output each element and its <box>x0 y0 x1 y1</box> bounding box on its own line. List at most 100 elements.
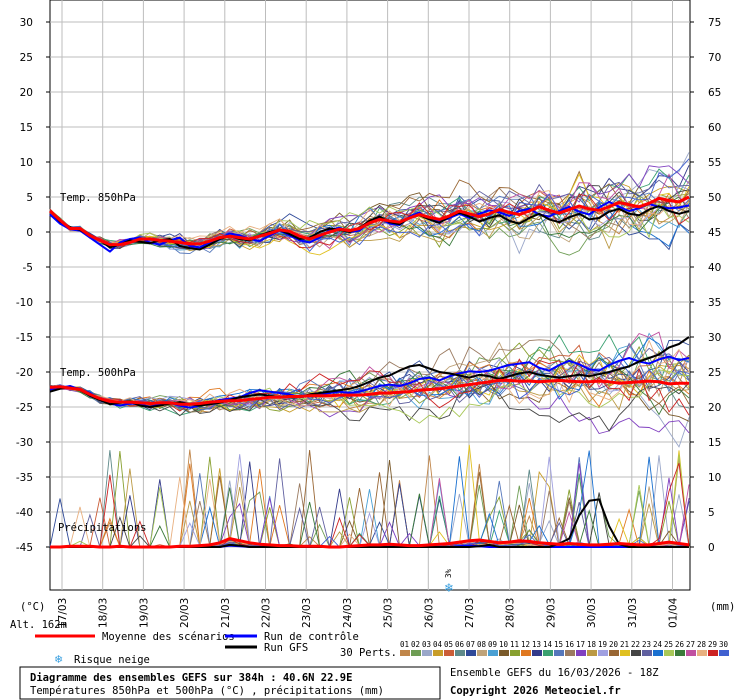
y-left-tick: 25 <box>20 52 33 64</box>
mean-t850-line <box>48 195 690 247</box>
legend-gfs-label: Run GFS <box>264 642 308 654</box>
mean-t500-line <box>49 378 689 406</box>
member-legend: 01 02 03 04 05 06 07 08 09 10 11 12 13 14 15 16 17 18 19 20… <box>400 640 729 656</box>
y-right-unit: (mm) <box>710 601 735 613</box>
x-date-label: 24/03 <box>342 598 354 628</box>
member-legend-number: 19 <box>598 640 607 649</box>
legend-perts-label: 30 Perts. <box>340 647 397 659</box>
member-t500-line <box>49 333 690 416</box>
y-left-tick: -20 <box>16 367 33 379</box>
x-date-label: 23/03 <box>301 598 313 628</box>
y-right-tick: 40 <box>708 262 721 274</box>
member-legend-swatch <box>686 650 696 656</box>
member-legend-number: 02 <box>411 640 420 649</box>
member-legend-swatch <box>598 650 608 656</box>
snowflake-legend-icon: ❄ <box>54 653 63 666</box>
member-legend-swatch <box>576 650 586 656</box>
y-left-tick: 10 <box>20 157 33 169</box>
x-date-label: 28/03 <box>505 598 517 628</box>
member-legend-swatch <box>400 650 410 656</box>
member-legend-number: 03 <box>422 640 431 649</box>
y-left-tick: 15 <box>20 122 33 134</box>
member-legend-number: 05 <box>444 640 453 649</box>
member-legend-number: 11 <box>510 640 519 649</box>
member-legend-swatch <box>477 650 487 656</box>
y-left-tick: -10 <box>16 297 33 309</box>
y-right-tick: 15 <box>708 437 721 449</box>
y-left-tick: -25 <box>16 402 33 414</box>
member-legend-number: 25 <box>664 640 673 649</box>
member-legend-number: 18 <box>587 640 597 649</box>
member-legend-swatch <box>543 650 553 656</box>
mean-precip-line <box>50 537 690 549</box>
ensemble-info: Ensemble GEFS du 16/03/2026 - 18Z <box>450 667 659 679</box>
member-legend-swatch <box>433 650 443 656</box>
y-left-tick: -35 <box>16 472 33 484</box>
member-legend-swatch <box>708 650 718 656</box>
x-date-label: 29/03 <box>545 598 557 628</box>
snow-risk-marker: ❄ 3% <box>444 568 454 595</box>
member-legend-swatch <box>411 650 421 656</box>
member-legend-swatch <box>554 650 564 656</box>
member-legend-number: 07 <box>466 640 475 649</box>
y-right-tick: 10 <box>708 472 721 484</box>
y-left-tick: -30 <box>16 437 33 449</box>
member-legend-number: 15 <box>554 640 563 649</box>
x-date-label: 26/03 <box>423 598 435 628</box>
info-box <box>19 666 441 700</box>
y-left-tick: 30 <box>20 17 33 29</box>
member-legend-number: 01 <box>400 640 409 649</box>
y-left-tick: 20 <box>20 87 33 99</box>
y-right-tick: 5 <box>708 507 715 519</box>
member-legend-number: 23 <box>642 640 651 649</box>
panel-label-t500: Temp. 500hPa <box>60 367 136 379</box>
member-legend-swatch <box>653 650 663 656</box>
x-date-label: 30/03 <box>586 598 598 628</box>
snow-risk-pct: 3% <box>444 568 453 578</box>
member-legend-number: 24 <box>653 640 663 649</box>
x-date-label: 27/03 <box>464 598 476 628</box>
y-axis-left: 30 25 20 15 10 5 0 -5 -10 -15 -20 -25 -30 -35 -40 -45 <box>16 17 50 554</box>
member-legend-swatch <box>499 650 509 656</box>
member-t850-line <box>49 158 690 253</box>
member-legend-swatch <box>675 650 685 656</box>
member-legend-swatch <box>422 650 432 656</box>
member-legend-number: 29 <box>708 640 717 649</box>
copyright: Copyright 2026 Meteociel.fr <box>450 685 621 697</box>
y-right-tick: 60 <box>708 122 721 134</box>
y-right-tick: 25 <box>708 367 721 379</box>
y-right-tick: 65 <box>708 87 721 99</box>
member-t850-line <box>49 201 690 247</box>
x-axis: 17/03 18/03 19/03 20/03 21/03 22/03 23/03 24/03… <box>57 597 680 628</box>
member-legend-swatch <box>521 650 531 656</box>
x-date-label: 19/03 <box>138 598 150 628</box>
legend-control-label: Run de contrôle <box>264 631 359 643</box>
x-date-label: 31/03 <box>627 598 639 628</box>
info-box-subtitle: Températures 850hPa et 500hPa (°C) , pré… <box>30 685 384 697</box>
member-legend-swatch <box>532 650 542 656</box>
main-series <box>48 195 690 549</box>
info-box-title: Diagramme des ensembles GEFS sur 384h : … <box>30 672 352 684</box>
member-legend-swatch <box>642 650 652 656</box>
panel-label-t850: Temp. 850hPa <box>60 192 136 204</box>
member-legend-swatch <box>697 650 707 656</box>
member-legend-swatch <box>466 650 476 656</box>
member-legend-number: 21 <box>620 640 629 649</box>
member-legend-number: 26 <box>675 640 685 649</box>
member-legend-number: 12 <box>521 640 530 649</box>
y-right-tick: 30 <box>708 332 721 344</box>
x-date-label: 22/03 <box>261 598 273 628</box>
y-right-tick: 55 <box>708 157 721 169</box>
y-left-tick: 0 <box>26 227 33 239</box>
member-legend-number: 09 <box>488 640 497 649</box>
member-legend-swatch <box>620 650 630 656</box>
member-legend-swatch <box>664 650 674 656</box>
member-legend-swatch <box>565 650 575 656</box>
altitude-label: Alt. 162m <box>10 619 67 631</box>
member-legend-swatch <box>455 650 465 656</box>
y-right-tick: 70 <box>708 52 721 64</box>
member-legend-number: 06 <box>455 640 465 649</box>
member-legend-number: 10 <box>499 640 509 649</box>
